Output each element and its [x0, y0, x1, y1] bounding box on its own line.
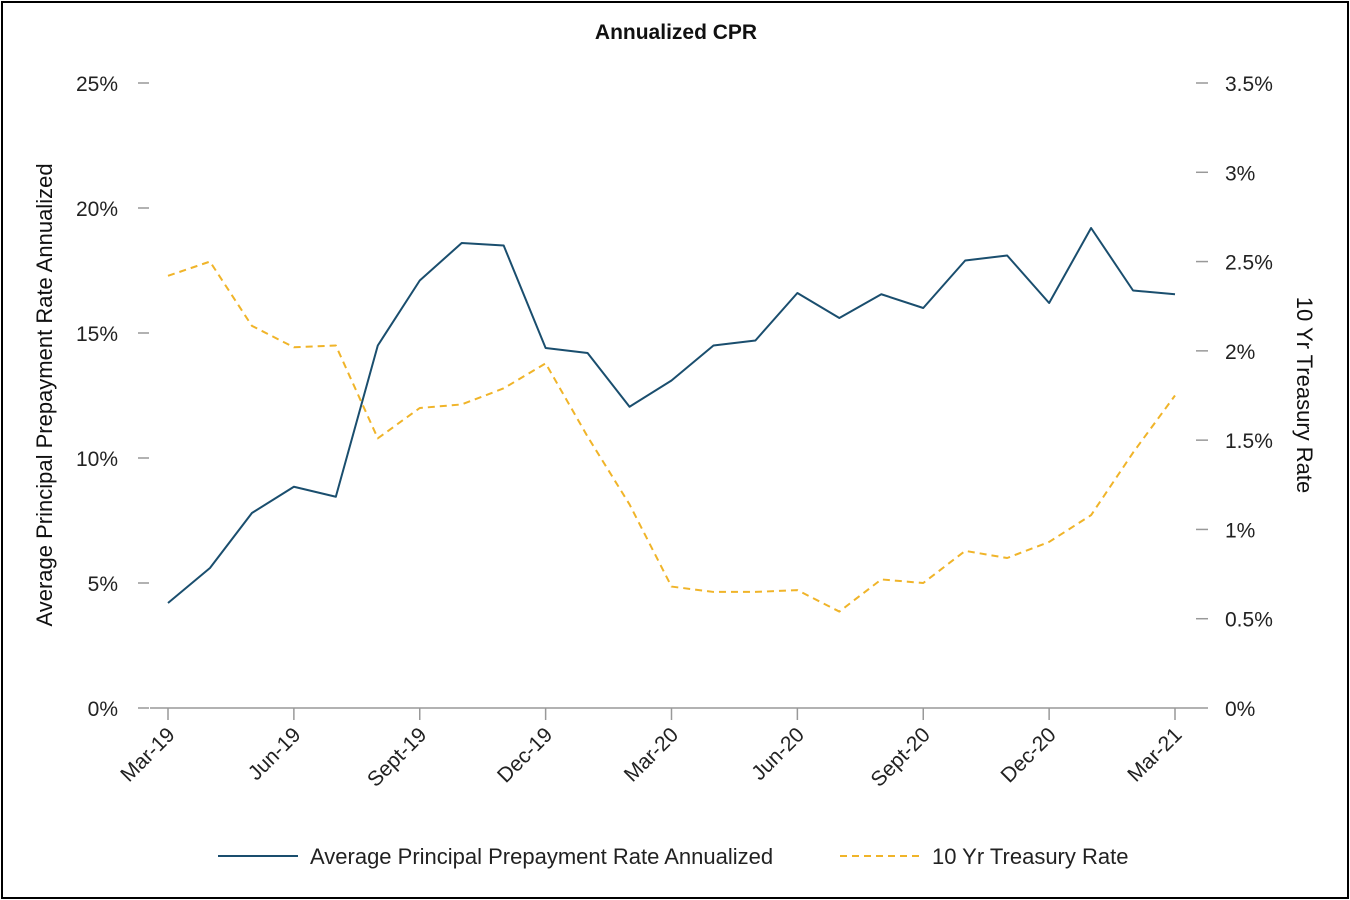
series-layer: [167, 227, 1176, 613]
x-tick-label: Dec-19: [493, 723, 557, 787]
right-axis-label: 10 Yr Treasury Rate: [1292, 297, 1317, 493]
left-axis-label: Average Principal Prepayment Rate Annual…: [32, 163, 57, 626]
x-tick-label: Jun-19: [244, 723, 306, 785]
x-tick-label: Jun-20: [747, 723, 809, 785]
legend-label-treasury: 10 Yr Treasury Rate: [932, 844, 1128, 869]
x-tick-label: Dec-20: [997, 723, 1061, 787]
left-tick-label: 0%: [88, 698, 118, 721]
x-axis: Mar-19 Jun-19 Sept-19 Dec-19 Mar-20 Jun-20 Sep…: [116, 707, 1196, 792]
x-tick-label: Mar-20: [620, 723, 683, 786]
right-tick-label: 2.5%: [1225, 252, 1273, 275]
right-tick-label: 3.5%: [1225, 73, 1273, 96]
series-line-prepayment: [167, 227, 1176, 604]
right-tick-label: 3%: [1225, 162, 1255, 185]
left-tick-label: 10%: [76, 448, 118, 471]
right-tick-label: 1%: [1225, 519, 1255, 542]
right-tick-label: 0.5%: [1225, 609, 1273, 632]
legend: Average Principal Prepayment Rate Annual…: [218, 844, 1128, 869]
left-tick-label: 25%: [76, 73, 118, 96]
left-tick-label: 20%: [76, 198, 118, 221]
right-tick-label: 2%: [1225, 341, 1255, 364]
chart-title: Annualized CPR: [595, 21, 757, 44]
x-tick-label: Mar-21: [1123, 723, 1186, 786]
left-tick-label: 15%: [76, 323, 118, 346]
x-tick-label: Sept-20: [867, 723, 935, 791]
x-tick-label: Mar-19: [116, 723, 179, 786]
left-tick-label: 5%: [88, 573, 118, 596]
left-y-axis: 0% 5% 10% 15% 20% 25%: [76, 73, 149, 721]
right-tick-label: 1.5%: [1225, 430, 1273, 453]
series-line-treasury: [167, 260, 1176, 613]
right-tick-label: 0%: [1225, 698, 1255, 721]
x-tick-label: Sept-19: [363, 723, 431, 791]
legend-label-prepayment: Average Principal Prepayment Rate Annual…: [310, 844, 773, 869]
right-y-axis: 0% 0.5% 1% 1.5% 2% 2.5% 3% 3.5%: [1196, 73, 1273, 721]
